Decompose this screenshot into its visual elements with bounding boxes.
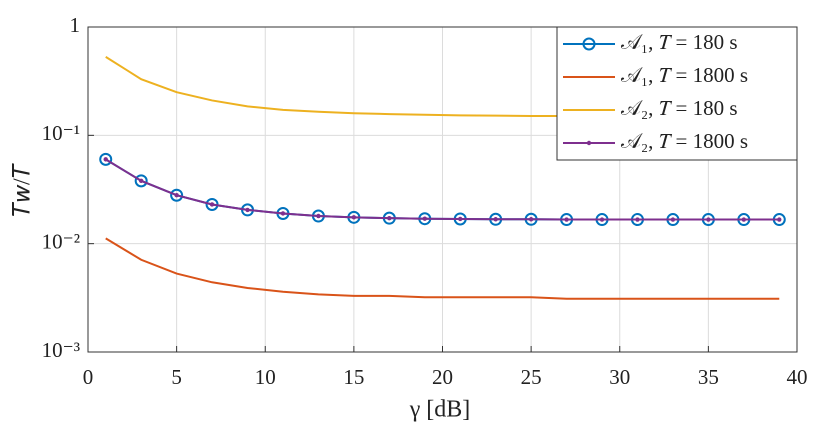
x-tick-label: 30 [609,365,630,389]
x-tick-label: 15 [343,365,364,389]
marker [741,217,747,222]
marker [599,217,605,222]
marker [138,178,144,184]
legend: 𝒜₁, 𝑇 = 180 s 𝒜₁, 𝑇 = 1800 s 𝒜₂, 𝑇 = 180 s… [556,26,798,161]
x-tick-label: 35 [698,365,719,389]
x-tick-label: 40 [787,365,808,389]
marker [103,157,108,162]
marker [670,217,676,222]
legend-label: 𝒜₂, 𝑇 = 180 s [621,96,738,120]
marker [134,174,148,188]
legend-box [556,26,798,161]
axes-box [87,26,798,353]
marker [528,217,534,222]
marker [387,215,392,221]
marker [777,217,782,222]
marker [706,217,711,222]
x-tick-label: 0 [83,365,94,389]
marker [99,152,113,166]
y-tick-label: 10⁻¹ [42,121,80,145]
marker [493,217,498,222]
legend-label: 𝒜₂, 𝑇 = 1800 s [621,129,748,153]
y-tick-label: 10⁻² [42,229,80,253]
marker [316,213,321,219]
marker [280,211,286,216]
legend-marker [582,37,596,51]
x-tick-label: 5 [171,365,182,389]
marker [351,215,357,220]
y-tick-label: 10⁻³ [42,338,80,362]
marker [170,188,184,202]
marker [209,202,215,207]
legend-label: 𝒜₁, 𝑇 = 1800 s [621,63,748,87]
legend-marker [586,140,592,146]
marker [458,216,463,222]
legend-label: 𝒜₁, 𝑇 = 180 s [621,30,738,54]
series-line [105,158,780,221]
marker [635,217,640,222]
x-tick-label: 10 [255,365,276,389]
marker [174,193,179,198]
x-tick-label: 20 [432,365,453,389]
x-tick-label: 25 [521,365,542,389]
marker [245,207,250,213]
marker [564,217,569,222]
y-axis-label: 𝑇𝑤/𝑇 [10,162,36,217]
series-line [105,237,780,300]
x-axis-label: γ [dB] [409,397,471,423]
y-tick-label: 1 [70,13,81,37]
marker [422,216,427,221]
